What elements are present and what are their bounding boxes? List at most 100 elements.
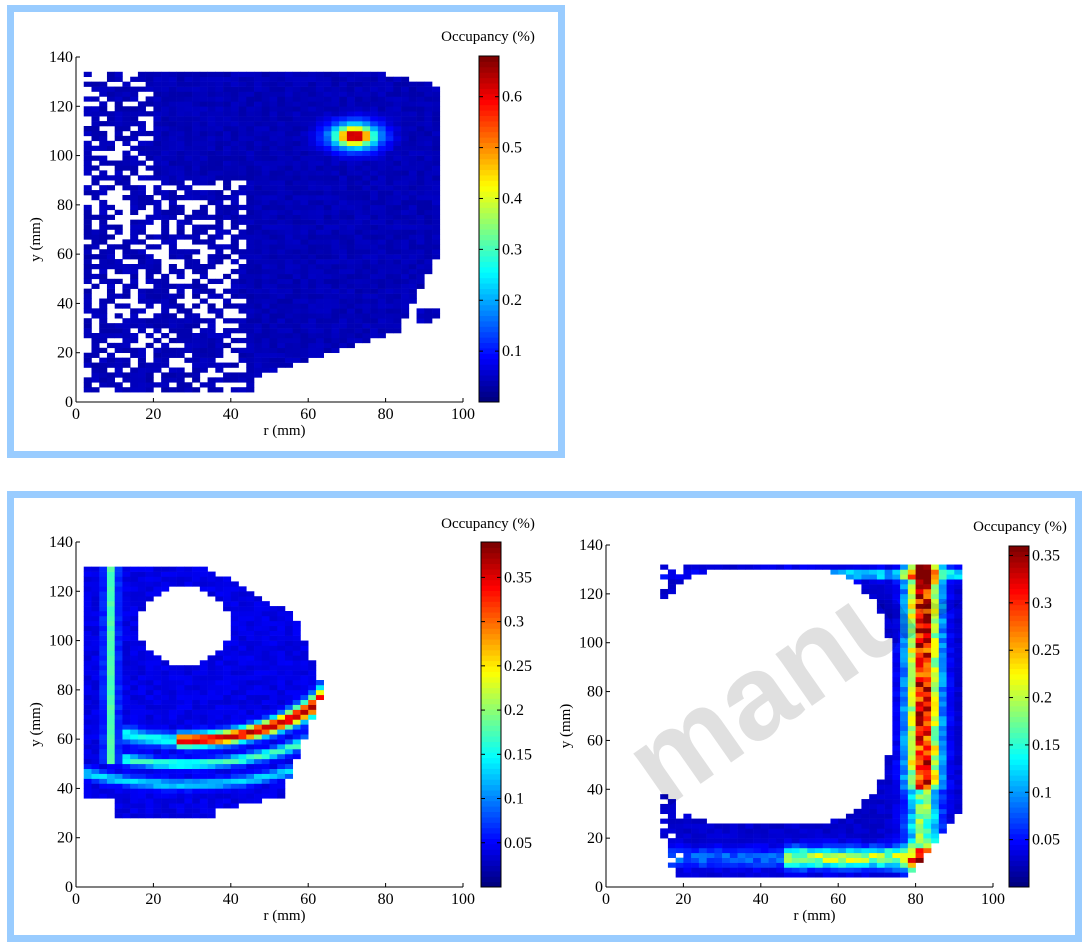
heatmap-cell	[300, 268, 309, 275]
heatmap-cell	[362, 328, 371, 334]
heatmap-cell	[362, 323, 371, 329]
heatmap-cell	[246, 268, 255, 275]
heatmap-cell	[238, 135, 247, 142]
heatmap-cell	[300, 724, 309, 730]
heatmap-cell	[362, 288, 371, 294]
colorbar-step	[1009, 833, 1029, 840]
heatmap-cell	[814, 847, 824, 854]
heatmap-cell	[900, 803, 909, 810]
heatmap-cell	[161, 803, 170, 809]
heatmap-cell	[83, 298, 92, 304]
heatmap-cell	[199, 91, 208, 97]
heatmap-cell	[91, 724, 100, 730]
heatmap-cells	[83, 566, 324, 819]
heatmap-cell	[315, 244, 324, 250]
heatmap-cell	[377, 180, 386, 186]
heatmap-cell	[722, 857, 731, 863]
heatmap-cell	[137, 150, 146, 156]
heatmap-cell	[246, 793, 255, 799]
heatmap-cell	[683, 564, 692, 570]
heatmap-cell	[269, 170, 278, 176]
heatmap-cell	[354, 130, 363, 137]
heatmap-cell	[168, 283, 177, 289]
heatmap-cell	[346, 86, 355, 92]
heatmap-cell	[432, 224, 441, 230]
heatmap-cell	[161, 684, 170, 691]
heatmap-cell	[892, 818, 901, 824]
heatmap-cell	[254, 121, 263, 127]
heatmap-cell	[122, 768, 131, 774]
heatmap-cell	[331, 116, 340, 122]
heatmap-cell	[660, 588, 669, 595]
heatmap-cell	[300, 645, 309, 651]
heatmap-cell	[246, 209, 255, 216]
heatmap-cell	[907, 740, 916, 746]
heatmap-cell	[401, 145, 410, 151]
heatmap-cell	[323, 328, 332, 334]
heatmap-cell	[168, 665, 177, 671]
heatmap-cell	[215, 650, 224, 656]
heatmap-cell	[284, 150, 294, 156]
heatmap-cell	[161, 96, 170, 102]
colorbar-step	[481, 698, 501, 705]
heatmap-cell	[269, 229, 278, 235]
heatmap-cell	[667, 579, 676, 585]
heatmap-cell	[246, 254, 255, 260]
heatmap-cell	[354, 81, 363, 87]
heatmap-cell	[91, 135, 100, 142]
heatmap-cell	[246, 367, 255, 373]
heatmap-cell	[261, 342, 270, 349]
heatmap-cell	[354, 323, 363, 329]
heatmap-cell	[145, 140, 154, 147]
heatmap-cell	[114, 665, 123, 671]
heatmap-cell	[900, 593, 909, 600]
heatmap-cell	[207, 214, 216, 220]
heatmap-cell	[292, 675, 301, 681]
heatmap-cell	[370, 259, 379, 265]
heatmap-cell	[261, 106, 270, 112]
heatmap-cell	[931, 662, 940, 668]
heatmap-cell	[346, 170, 355, 176]
heatmap-cell	[114, 372, 123, 378]
heatmap-cell	[308, 155, 317, 161]
heatmap-cell	[230, 140, 239, 147]
heatmap-cell	[760, 828, 769, 834]
heatmap-cell	[176, 382, 185, 388]
heatmap-cell	[292, 645, 301, 651]
heatmap-cell	[931, 593, 940, 600]
heatmap-cell	[346, 199, 355, 206]
heatmap-cell	[192, 155, 201, 161]
heatmap-cell	[300, 175, 309, 181]
heatmap-cell	[277, 293, 286, 299]
heatmap-cell	[269, 283, 278, 289]
heatmap-cell	[91, 586, 100, 592]
heatmap-cell	[153, 288, 162, 294]
heatmap-cell	[153, 318, 162, 324]
heatmap-cell	[176, 670, 185, 676]
heatmap-cell	[269, 249, 278, 255]
heatmap-cell	[745, 867, 754, 873]
heatmap-cell	[900, 652, 909, 658]
heatmap-cell	[161, 160, 170, 166]
heatmap-cell	[114, 278, 123, 285]
heatmap-cell	[284, 615, 294, 622]
heatmap-cell	[370, 76, 379, 82]
colorbar-step	[479, 164, 499, 171]
colorbar-label: Occupancy (%)	[973, 519, 1067, 535]
heatmap-cell	[377, 96, 386, 102]
heatmap-cell	[106, 724, 115, 730]
heatmap-cell	[768, 872, 777, 878]
heatmap-cell	[660, 593, 669, 600]
heatmap-cell	[900, 618, 909, 624]
heatmap-cell	[385, 214, 394, 220]
heatmap-cell	[385, 323, 394, 329]
heatmap-cell	[176, 130, 185, 137]
heatmap-cell	[315, 185, 324, 191]
heatmap-cell	[83, 328, 92, 334]
heatmap-cell	[145, 768, 154, 774]
heatmap-cell	[192, 571, 201, 577]
heatmap-cell	[207, 734, 216, 740]
heatmap-cell	[161, 675, 170, 681]
heatmap-cell	[246, 675, 255, 681]
